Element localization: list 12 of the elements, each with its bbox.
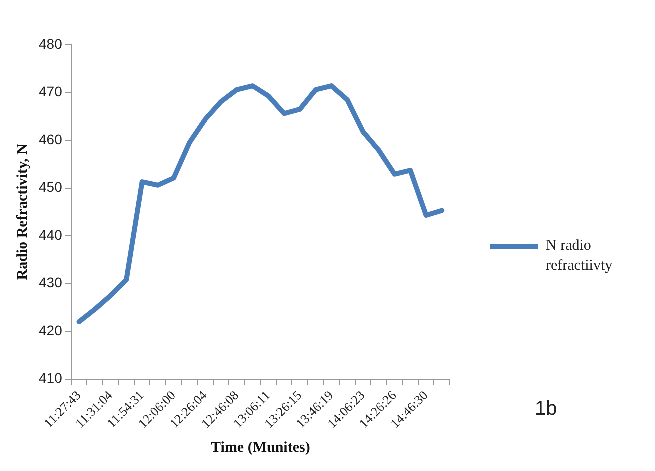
y-tick-label: 420 (39, 322, 63, 338)
y-tick-label: 480 (39, 36, 63, 52)
y-tick-label: 470 (39, 84, 63, 100)
x-axis-title: Time (Munites) (211, 440, 310, 456)
y-tick-label: 460 (39, 131, 63, 148)
text: 1b (535, 398, 558, 421)
legend-label: N radio refractiivty (546, 237, 614, 276)
y-tick-label: 430 (39, 274, 63, 291)
y-tick-label: 440 (39, 226, 63, 243)
y-tick-label: 410 (39, 370, 63, 386)
y-axis-title: Radio Refractivity, N (14, 144, 31, 280)
y-tick-label: 450 (39, 179, 63, 196)
